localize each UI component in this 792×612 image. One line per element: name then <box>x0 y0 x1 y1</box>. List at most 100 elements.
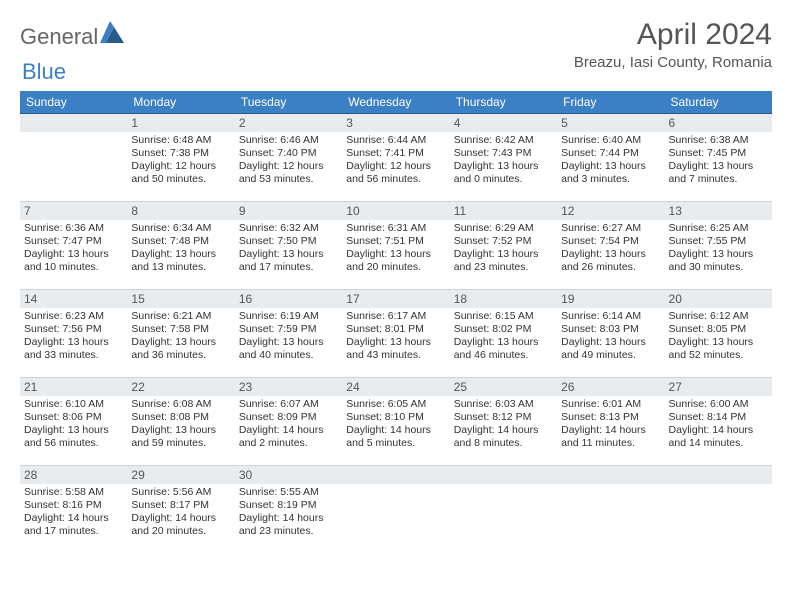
calendar-cell: 9Sunrise: 6:32 AMSunset: 7:50 PMDaylight… <box>235 202 342 290</box>
cell-day2: and 17 minutes. <box>24 525 123 538</box>
day-number: 5 <box>557 114 664 132</box>
brand-logo: General <box>20 24 124 50</box>
day-number: 6 <box>665 114 772 132</box>
location-subtitle: Breazu, Iasi County, Romania <box>574 54 772 71</box>
calendar-body: 1Sunrise: 6:48 AMSunset: 7:38 PMDaylight… <box>20 114 772 554</box>
cell-day1: Daylight: 14 hours <box>346 424 445 437</box>
calendar-table: Sunday Monday Tuesday Wednesday Thursday… <box>20 91 772 554</box>
cell-day2: and 20 minutes. <box>346 261 445 274</box>
calendar-cell: 18Sunrise: 6:15 AMSunset: 8:02 PMDayligh… <box>450 290 557 378</box>
cell-day2: and 30 minutes. <box>669 261 768 274</box>
day-number: 24 <box>342 378 449 396</box>
cell-sunset: Sunset: 8:13 PM <box>561 411 660 424</box>
cell-sunset: Sunset: 8:02 PM <box>454 323 553 336</box>
cell-sunset: Sunset: 7:54 PM <box>561 235 660 248</box>
day-number: 17 <box>342 290 449 308</box>
cell-sunrise: Sunrise: 6:10 AM <box>24 398 123 411</box>
cell-day1: Daylight: 14 hours <box>669 424 768 437</box>
calendar-cell <box>342 466 449 554</box>
day-number: 26 <box>557 378 664 396</box>
cell-day1: Daylight: 14 hours <box>561 424 660 437</box>
day-number: 9 <box>235 202 342 220</box>
cell-sunset: Sunset: 7:55 PM <box>669 235 768 248</box>
day-number: 19 <box>557 290 664 308</box>
day-number-empty <box>665 466 772 484</box>
calendar-cell: 28Sunrise: 5:58 AMSunset: 8:16 PMDayligh… <box>20 466 127 554</box>
cell-sunset: Sunset: 7:43 PM <box>454 147 553 160</box>
cell-day2: and 23 minutes. <box>454 261 553 274</box>
day-number: 13 <box>665 202 772 220</box>
cell-day1: Daylight: 13 hours <box>454 160 553 173</box>
cell-day2: and 59 minutes. <box>131 437 230 450</box>
calendar-cell: 7Sunrise: 6:36 AMSunset: 7:47 PMDaylight… <box>20 202 127 290</box>
calendar-cell: 2Sunrise: 6:46 AMSunset: 7:40 PMDaylight… <box>235 114 342 202</box>
cell-day1: Daylight: 13 hours <box>131 248 230 261</box>
cell-sunrise: Sunrise: 6:46 AM <box>239 134 338 147</box>
cell-sunset: Sunset: 7:38 PM <box>131 147 230 160</box>
cell-sunset: Sunset: 7:44 PM <box>561 147 660 160</box>
cell-day2: and 20 minutes. <box>131 525 230 538</box>
cell-sunset: Sunset: 7:47 PM <box>24 235 123 248</box>
day-number: 18 <box>450 290 557 308</box>
calendar-cell: 19Sunrise: 6:14 AMSunset: 8:03 PMDayligh… <box>557 290 664 378</box>
calendar-cell: 1Sunrise: 6:48 AMSunset: 7:38 PMDaylight… <box>127 114 234 202</box>
calendar-cell: 26Sunrise: 6:01 AMSunset: 8:13 PMDayligh… <box>557 378 664 466</box>
calendar-cell: 27Sunrise: 6:00 AMSunset: 8:14 PMDayligh… <box>665 378 772 466</box>
cell-day2: and 40 minutes. <box>239 349 338 362</box>
calendar-cell: 12Sunrise: 6:27 AMSunset: 7:54 PMDayligh… <box>557 202 664 290</box>
day-number-empty <box>342 466 449 484</box>
cell-day1: Daylight: 14 hours <box>454 424 553 437</box>
cell-sunset: Sunset: 8:05 PM <box>669 323 768 336</box>
weekday-header: Saturday <box>665 91 772 114</box>
cell-sunrise: Sunrise: 6:07 AM <box>239 398 338 411</box>
cell-sunrise: Sunrise: 6:29 AM <box>454 222 553 235</box>
cell-sunset: Sunset: 7:48 PM <box>131 235 230 248</box>
cell-sunrise: Sunrise: 6:19 AM <box>239 310 338 323</box>
day-number: 7 <box>20 202 127 220</box>
calendar-cell: 14Sunrise: 6:23 AMSunset: 7:56 PMDayligh… <box>20 290 127 378</box>
logo-text-blue: Blue <box>22 59 66 84</box>
cell-sunset: Sunset: 8:16 PM <box>24 499 123 512</box>
cell-sunrise: Sunrise: 6:31 AM <box>346 222 445 235</box>
day-number: 25 <box>450 378 557 396</box>
day-number-empty <box>450 466 557 484</box>
cell-sunrise: Sunrise: 6:44 AM <box>346 134 445 147</box>
cell-day1: Daylight: 13 hours <box>24 336 123 349</box>
cell-sunrise: Sunrise: 6:32 AM <box>239 222 338 235</box>
cell-day2: and 33 minutes. <box>24 349 123 362</box>
cell-sunset: Sunset: 8:10 PM <box>346 411 445 424</box>
cell-sunrise: Sunrise: 6:40 AM <box>561 134 660 147</box>
cell-sunrise: Sunrise: 5:55 AM <box>239 486 338 499</box>
logo-text-general: General <box>20 24 98 50</box>
calendar-cell: 4Sunrise: 6:42 AMSunset: 7:43 PMDaylight… <box>450 114 557 202</box>
calendar-cell <box>20 114 127 202</box>
cell-sunrise: Sunrise: 6:36 AM <box>24 222 123 235</box>
cell-sunset: Sunset: 8:09 PM <box>239 411 338 424</box>
cell-day1: Daylight: 13 hours <box>669 336 768 349</box>
cell-day2: and 56 minutes. <box>346 173 445 186</box>
cell-day1: Daylight: 13 hours <box>24 424 123 437</box>
calendar-cell: 3Sunrise: 6:44 AMSunset: 7:41 PMDaylight… <box>342 114 449 202</box>
cell-day1: Daylight: 14 hours <box>239 512 338 525</box>
weekday-header: Thursday <box>450 91 557 114</box>
cell-sunrise: Sunrise: 6:34 AM <box>131 222 230 235</box>
cell-sunrise: Sunrise: 6:03 AM <box>454 398 553 411</box>
cell-day2: and 26 minutes. <box>561 261 660 274</box>
cell-sunset: Sunset: 8:14 PM <box>669 411 768 424</box>
cell-day1: Daylight: 14 hours <box>239 424 338 437</box>
calendar-cell: 25Sunrise: 6:03 AMSunset: 8:12 PMDayligh… <box>450 378 557 466</box>
cell-day2: and 50 minutes. <box>131 173 230 186</box>
calendar-cell <box>557 466 664 554</box>
cell-day1: Daylight: 13 hours <box>131 424 230 437</box>
cell-sunrise: Sunrise: 6:48 AM <box>131 134 230 147</box>
calendar-row: 7 Sunrise: 6:36 AMSunset: 7:47 PM Daylight… <box>20 202 772 290</box>
page-title: April 2024 <box>574 18 772 52</box>
cell-day2: and 14 minutes. <box>669 437 768 450</box>
cell-sunrise: Sunrise: 6:15 AM <box>454 310 553 323</box>
cell-day2: and 56 minutes. <box>24 437 123 450</box>
calendar-cell: 30Sunrise: 5:55 AMSunset: 8:19 PMDayligh… <box>235 466 342 554</box>
cell-sunset: Sunset: 8:01 PM <box>346 323 445 336</box>
cell-sunset: Sunset: 7:40 PM <box>239 147 338 160</box>
calendar-cell: 23Sunrise: 6:07 AMSunset: 8:09 PMDayligh… <box>235 378 342 466</box>
cell-sunrise: Sunrise: 6:27 AM <box>561 222 660 235</box>
